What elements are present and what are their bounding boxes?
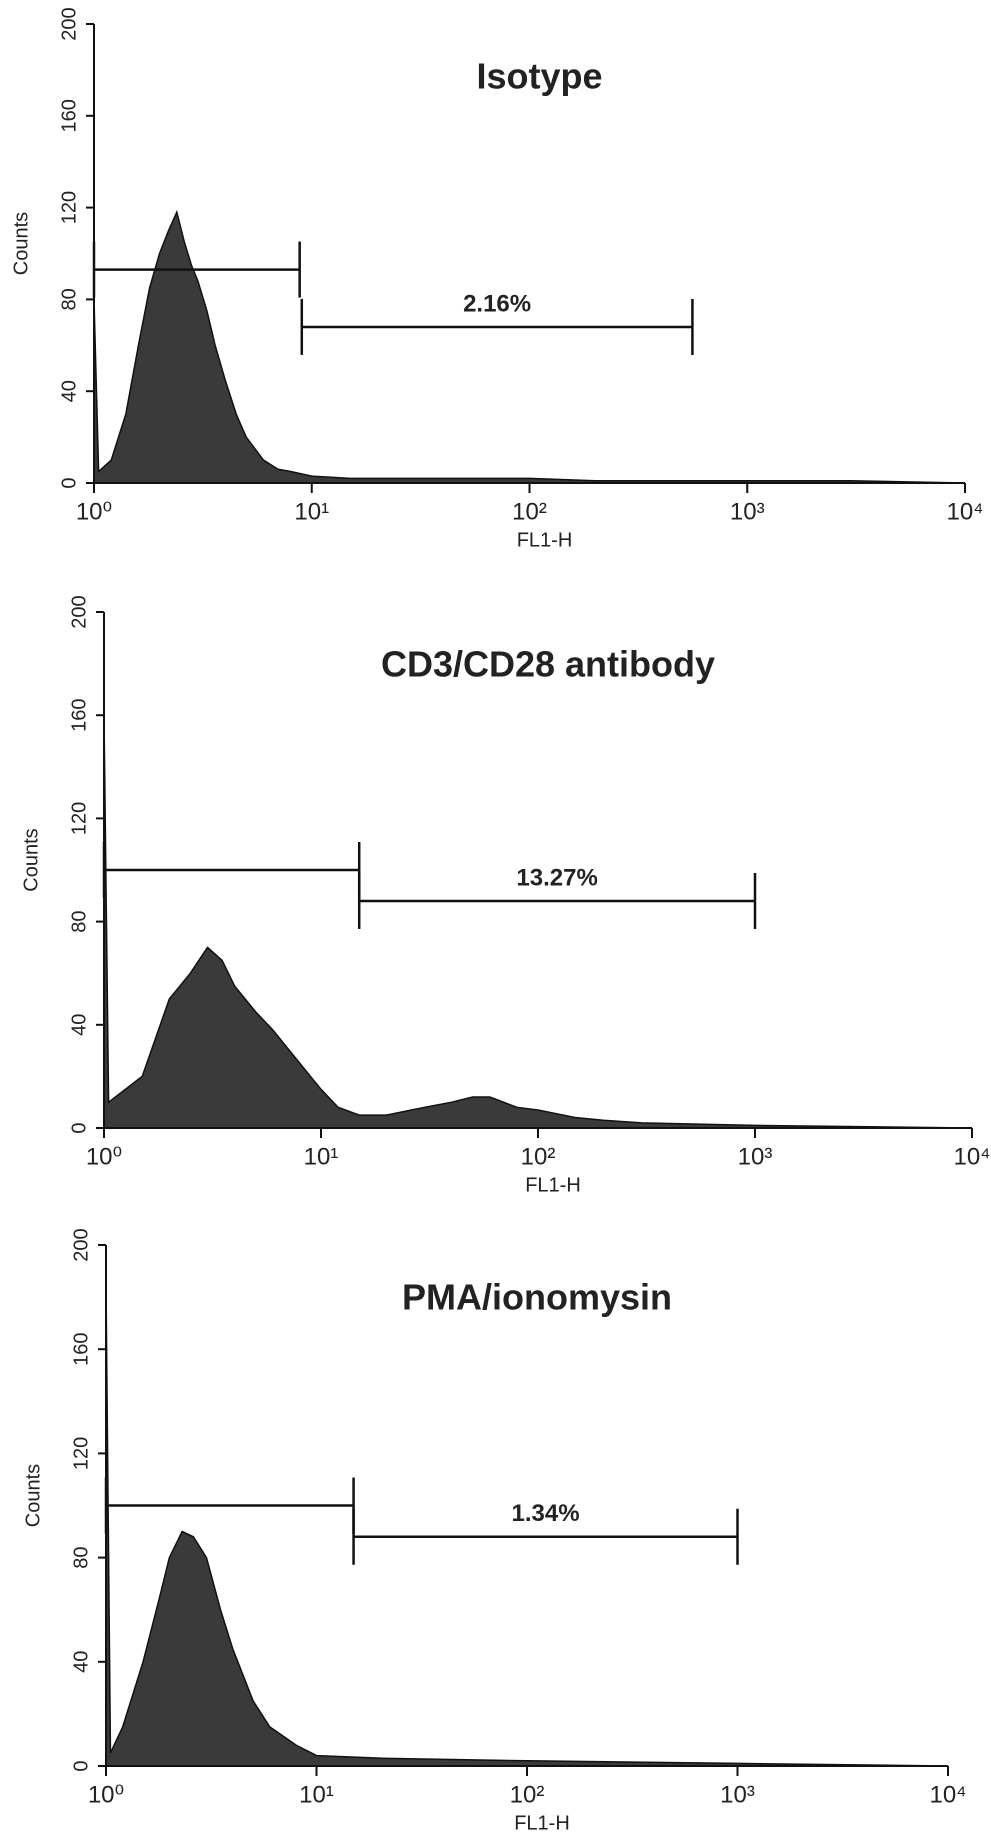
gate-label: 2.16% [463,290,531,317]
x-tick-label: 10¹ [294,498,329,525]
x-tick-label: 10³ [720,1781,755,1808]
histogram [93,209,966,484]
x-tick-label: 10² [512,498,547,525]
y-tick-label: 40 [70,1651,92,1673]
x-tick-label: 10⁴ [953,1143,990,1170]
y-axis-title: Counts [22,1464,44,1527]
y-tick-label: 40 [68,1014,90,1036]
x-tick-label: 10² [510,1781,545,1808]
gate-label: 13.27% [516,864,597,891]
histogram [105,1284,949,1767]
x-axis-title: FL1-H [525,1174,581,1196]
chart-title: Isotype [476,56,602,97]
y-tick-label: 120 [70,1437,92,1470]
x-tick-label: 10⁰ [76,498,112,525]
y-tick-label: 120 [58,191,80,224]
x-tick-label: 10⁰ [88,1781,124,1808]
y-tick-label: 80 [70,1546,92,1568]
x-tick-label: 10² [521,1143,556,1170]
y-tick-label: 160 [70,1333,92,1366]
x-tick-label: 10⁰ [86,1143,122,1170]
y-tick-label: 80 [68,910,90,932]
y-tick-label: 0 [70,1760,92,1771]
x-axis-title: FL1-H [514,1812,570,1834]
y-tick-label: 80 [58,288,80,310]
y-tick-label: 0 [68,1122,90,1133]
chart-title: PMA/ionomysin [402,1277,672,1318]
y-tick-label: 160 [68,699,90,732]
y-tick-label: 200 [58,7,80,40]
x-axis-title: FL1-H [517,529,573,551]
panel: CD3/CD28 antibody 0 40 80 120 160 200 10⁰ 10¹ 10²… [20,595,990,1196]
x-tick-label: 10¹ [304,1143,339,1170]
histogram [103,715,973,1129]
y-axis-title: Counts [10,212,32,275]
panel: Isotype 0 40 80 120 160 200 10⁰ 10¹ 10² 10³ 10⁴ FL1-… [10,7,983,551]
y-axis-title: Counts [20,828,42,891]
panel: PMA/ionomysin 0 40 80 120 160 200 10⁰ 10¹ 10² 10³ 1… [22,1228,966,1834]
x-tick-label: 10⁴ [929,1781,966,1808]
x-tick-label: 10⁴ [946,498,983,525]
y-tick-label: 200 [70,1228,92,1261]
y-tick-label: 120 [68,802,90,835]
y-tick-label: 0 [58,477,80,488]
x-tick-label: 10¹ [299,1781,334,1808]
gate-label: 1.34% [512,1500,580,1527]
y-tick-label: 160 [58,99,80,132]
chart-title: CD3/CD28 antibody [381,644,715,685]
y-tick-label: 40 [58,380,80,402]
x-tick-label: 10³ [730,498,765,525]
y-tick-label: 200 [68,595,90,628]
x-tick-label: 10³ [738,1143,773,1170]
